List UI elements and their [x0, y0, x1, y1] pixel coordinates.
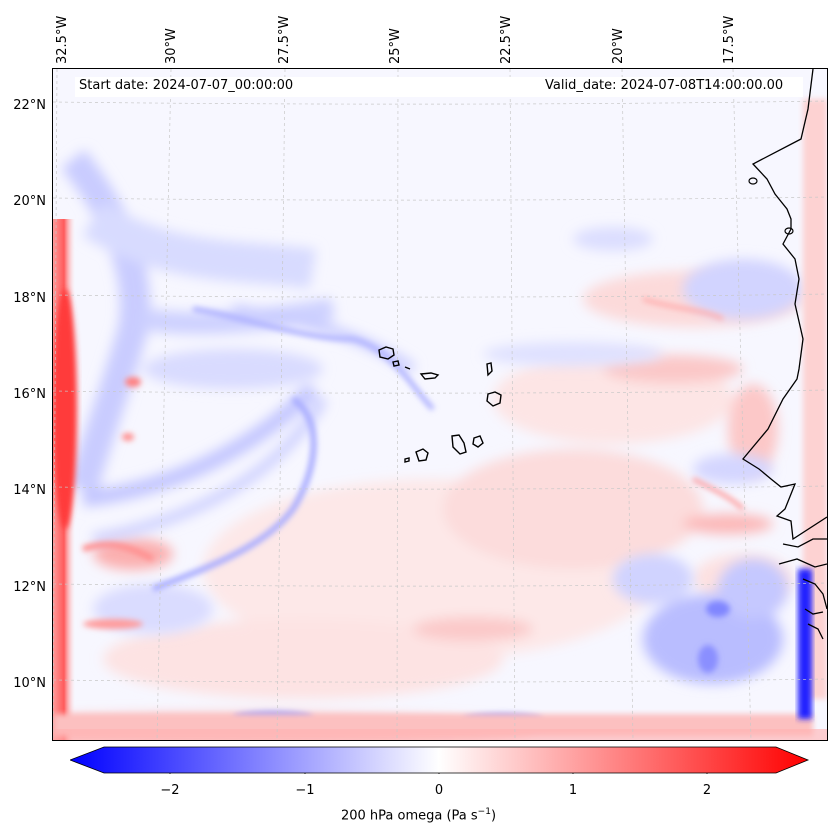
lat-label-10n: 10°N [13, 676, 46, 691]
map-panel [52, 68, 828, 741]
lat-label-18n: 18°N [13, 291, 46, 306]
valid-date-label: Valid_date: 2024-07-08T14:00:00.00 [545, 78, 784, 93]
offshore-islands [748, 177, 794, 235]
colorbar-gradient [70, 746, 810, 774]
lon-label-20w: 20°W [611, 28, 626, 64]
lon-label-25w: 25°W [388, 28, 403, 64]
right-boundary-blue [798, 569, 812, 719]
colorbar-tick-label: 0 [434, 783, 444, 798]
colorbar-tick-label: −2 [160, 783, 180, 798]
bottom-edge-shade [53, 729, 827, 740]
lat-label-14n: 14°N [13, 483, 46, 498]
graticule [53, 69, 827, 740]
colorbar-title: 200 hPa omega (Pa s−1) [0, 807, 837, 823]
header-strip [75, 77, 803, 97]
colorbar-title-exponent: −1 [477, 807, 491, 817]
colorbar-title-suffix: ) [490, 808, 497, 824]
lon-label-22-5w: 22.5°W [499, 15, 514, 64]
lat-label-22n: 22°N [13, 98, 46, 113]
colorbar-tick-label: −1 [295, 783, 315, 798]
lon-label-30w: 30°W [164, 28, 179, 64]
lat-label-20n: 20°N [13, 194, 46, 209]
left-boundary-max [53, 289, 77, 529]
negative-omega-regions [61, 149, 803, 684]
lon-label-17-5w: 17.5°W [722, 15, 737, 64]
lat-label-16n: 16°N [13, 387, 46, 402]
omega-field-map [53, 69, 827, 740]
lon-label-32-5w: 32.5°W [55, 15, 70, 64]
colorbar-tick-label: 2 [702, 783, 712, 798]
coastline [742, 69, 827, 640]
colorbar-tick-label: 1 [568, 783, 578, 798]
cape-verde-islands [378, 346, 502, 463]
colorbar [70, 746, 810, 774]
start-date-label: Start date: 2024-07-07_00:00:00 [79, 78, 294, 93]
colorbar-ticks [169, 773, 708, 774]
positive-omega-regions [53, 271, 803, 740]
lat-label-12n: 12°N [13, 580, 46, 595]
colorbar-title-prefix: 200 hPa omega (Pa s [340, 808, 478, 824]
lon-label-27-5w: 27.5°W [277, 15, 292, 64]
